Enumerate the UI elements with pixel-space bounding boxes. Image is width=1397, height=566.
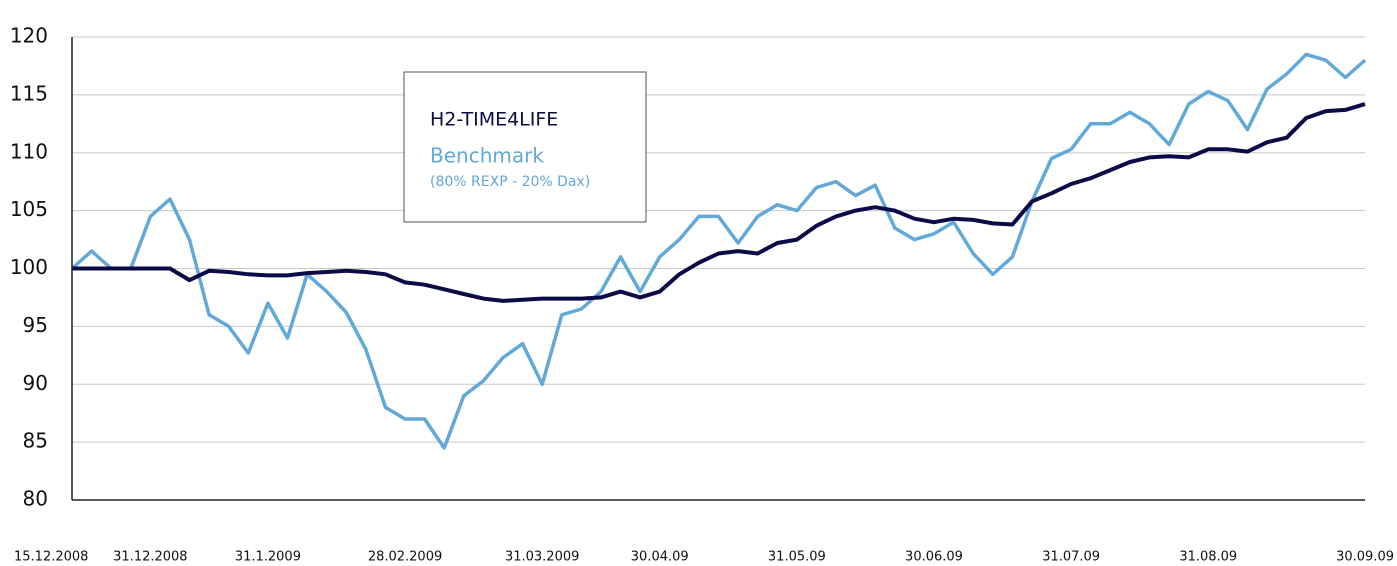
legend-entry: H2-TIME4LIFE xyxy=(430,109,558,131)
y-tick-label: 90 xyxy=(23,371,48,395)
x-tick-label: 15.12.2008 xyxy=(14,550,88,565)
legend-note: (80% REXP - 20% Dax) xyxy=(430,174,590,190)
x-tick-label: 30.06.09 xyxy=(905,550,963,565)
y-tick-label: 80 xyxy=(23,487,48,511)
x-tick-label: 30.09.09 xyxy=(1336,550,1394,565)
y-tick-label: 110 xyxy=(10,139,48,163)
series-line xyxy=(72,102,1366,303)
x-tick-label: 31.1.2009 xyxy=(235,550,301,565)
y-tick-label: 120 xyxy=(10,24,48,48)
y-tick-label: 115 xyxy=(10,81,48,105)
x-tick-label: 28.02.2009 xyxy=(368,550,442,565)
legend-entry: Benchmark xyxy=(430,144,544,168)
x-tick-label: 31.05.09 xyxy=(768,550,826,565)
series-line xyxy=(70,52,1367,450)
y-tick-label: 105 xyxy=(10,197,48,221)
y-tick-label: 100 xyxy=(10,255,48,279)
x-tick-label: 30.04.09 xyxy=(631,550,689,565)
legend-box xyxy=(403,71,647,223)
x-tick-label: 31.12.2008 xyxy=(113,550,187,565)
x-tick-label: 31.03.2009 xyxy=(505,550,579,565)
x-tick-label: 31.08.09 xyxy=(1179,550,1237,565)
y-tick-label: 85 xyxy=(23,429,48,453)
y-tick-label: 95 xyxy=(23,313,48,337)
x-tick-label: 31.07.09 xyxy=(1042,550,1100,565)
